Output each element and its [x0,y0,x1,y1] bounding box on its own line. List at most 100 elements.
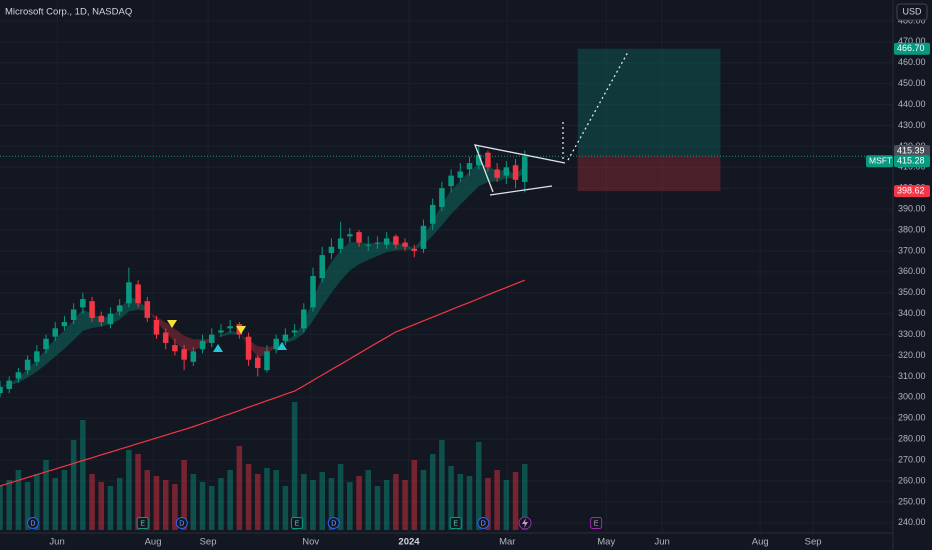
x-tick-label: Jun [654,537,669,548]
y-tick-label: 370.00 [898,245,926,255]
candle-body [310,276,316,308]
event-label: D [331,520,336,527]
volume-bar [135,454,141,530]
volume-bar [61,470,68,530]
candle-body [43,338,49,350]
x-tick-label: 2024 [398,537,420,548]
event-icon [590,517,603,529]
candle-body [0,386,3,394]
candle-body [190,351,197,362]
price-tag [894,42,930,55]
ema-ribbon [239,332,249,347]
volume-bar [208,486,215,530]
ema-ribbon [73,309,83,341]
candle-body [273,338,279,350]
candle-body [107,313,114,325]
candle-body [245,336,252,360]
ma-line [0,279,525,487]
event-icon [449,517,462,529]
volume-bar [494,470,500,530]
y-tick-label: 430.00 [898,120,926,130]
volume-bar [319,472,325,530]
y-tick-label: 460.00 [898,57,926,67]
ema-ribbon [469,163,479,196]
candle-body [466,163,473,170]
y-tick-label: 360.00 [898,266,926,276]
ema-ribbon [478,163,488,187]
volume-bar [144,470,151,530]
volume-bar [411,460,418,530]
event-label: E [453,520,458,527]
candle-body [328,246,335,254]
volume-bar [199,482,206,530]
x-tick-label: Sep [805,537,822,548]
volume-bar [521,464,528,530]
price-tag [894,145,930,158]
candle-body [494,169,500,178]
dividend-icon [518,516,532,530]
ema-ribbon [174,328,185,351]
loss-zone [577,156,721,192]
volume-bar [439,440,445,530]
volume-bar [43,460,49,530]
ema-ribbon [165,322,175,342]
ema-ribbon [285,335,295,344]
event-icon [136,517,149,529]
volume-bar [485,478,491,530]
x-tick-label: Jun [49,537,64,548]
candle-body [126,282,132,304]
candle-body [15,372,22,379]
y-tick-label: 380.00 [898,224,926,234]
volume-bar [245,464,252,530]
volume-bar [126,450,132,530]
ema-ribbon [64,319,74,349]
y-tick-label: 440.00 [898,99,926,109]
volume-bar [264,468,270,530]
ema-ribbon [441,190,452,226]
volume-bar [52,478,58,530]
y-tick-label: 240.00 [898,517,926,527]
y-tick-label: 250.00 [898,496,926,506]
volume-bar [347,482,353,530]
x-tick-label: May [597,537,615,548]
ema-ribbon [27,360,37,378]
volume-bar [475,442,482,530]
event-icon [327,517,340,529]
volume-bar [172,484,178,530]
y-tick-label: 310.00 [898,371,926,381]
volume-bar [310,480,316,530]
volume-bar [255,474,261,530]
candle-body [383,238,390,245]
candle-body [264,351,270,371]
candle-body [420,225,427,249]
y-tick-label: 270.00 [898,454,926,464]
chart-title: Microsoft Corp., 1D, NASDAQ [5,7,132,18]
price-tag-label: 466.70 [897,43,925,53]
volume-bar [420,470,427,530]
ema-ribbon [18,368,28,383]
volume-bar [503,480,510,530]
x-tick-label: Sep [200,537,217,548]
volume-bar [282,486,289,530]
y-tick-label: 470.00 [898,36,926,46]
volume-bar [24,482,31,530]
candle-body [475,154,482,166]
symbol-tag-label: MSFT [869,156,892,166]
candle-body [24,359,31,371]
ema-ribbon [432,204,442,236]
ema-ribbon [451,180,461,215]
candle-body [162,332,169,343]
volume-bar [291,402,298,530]
event-label: D [30,520,35,527]
ema-ribbon [322,261,332,307]
candle-body [347,234,353,237]
ema-ribbon [359,242,369,265]
ema-ribbon [487,165,498,183]
candle-body [135,284,141,304]
candle-body [89,301,95,318]
y-tick-label: 330.00 [898,329,926,339]
currency-button[interactable] [896,3,928,21]
ema-ribbon [36,349,47,372]
y-tick-label: 300.00 [898,392,926,402]
profit-zone [577,48,721,157]
